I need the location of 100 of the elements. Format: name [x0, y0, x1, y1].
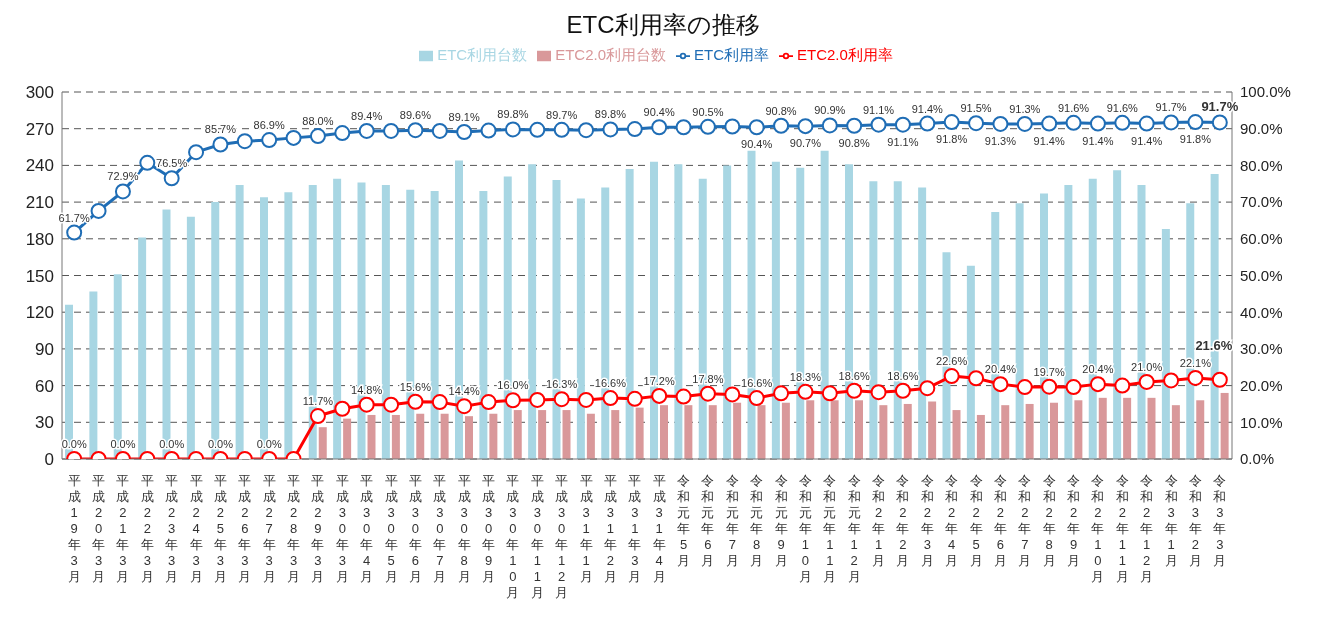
data-label: 89.6% — [399, 109, 432, 122]
bar — [284, 192, 293, 459]
point — [1089, 376, 1106, 393]
bar — [381, 184, 390, 459]
bar — [830, 400, 839, 459]
point — [846, 117, 863, 134]
bar — [1220, 392, 1229, 459]
data-label: 16.0% — [497, 379, 529, 392]
point — [383, 396, 400, 413]
point — [748, 390, 765, 407]
bar — [879, 405, 888, 459]
bar — [757, 405, 766, 459]
point — [1016, 115, 1033, 132]
x-tick-label: 平成30年6月 — [408, 473, 422, 584]
x-tick-label: 平成23年3月 — [165, 473, 179, 584]
point — [553, 121, 570, 138]
point — [651, 119, 668, 136]
data-label: 21.6% — [1195, 337, 1233, 353]
data-label: 91.1% — [862, 103, 895, 116]
data-label: 89.7% — [546, 108, 578, 121]
data-label: 88.0% — [302, 115, 334, 128]
bar — [479, 191, 488, 459]
x-tick-label: 平成31年2月 — [603, 473, 617, 584]
data-label: 91.4% — [1033, 134, 1065, 147]
x-tick-label: 令和2年12月 — [1140, 473, 1154, 584]
y-tick-label: 270 — [25, 119, 54, 139]
bar — [1196, 400, 1205, 459]
data-label: 19.7% — [1033, 365, 1065, 378]
bar — [1025, 403, 1034, 459]
data-label: 91.4% — [1131, 134, 1163, 147]
bar — [820, 150, 829, 459]
point — [1114, 114, 1131, 131]
point — [212, 136, 229, 153]
point — [1041, 115, 1058, 132]
point — [504, 121, 521, 138]
point — [943, 368, 960, 385]
point — [480, 122, 497, 139]
bar — [391, 414, 400, 459]
x-tick-label: 平成29年3月 — [311, 473, 325, 584]
bar — [723, 165, 732, 459]
point — [919, 380, 936, 397]
point — [943, 114, 960, 131]
bar — [733, 402, 742, 459]
point — [578, 122, 595, 139]
data-label: 91.7% — [1201, 99, 1239, 115]
point — [626, 121, 643, 138]
data-label: 21.0% — [1131, 360, 1163, 373]
point — [431, 122, 448, 139]
point — [1163, 114, 1180, 131]
point — [773, 117, 790, 134]
data-label: 90.7% — [789, 137, 822, 150]
y2-tick-label: 0.0% — [1240, 450, 1275, 468]
bar — [918, 187, 927, 459]
x-tick-label: 令和元年12月 — [847, 473, 861, 584]
point — [797, 118, 814, 135]
y2-tick-label: 100.0% — [1240, 83, 1291, 101]
data-label: 90.9% — [814, 104, 846, 117]
data-label: 14.4% — [448, 385, 480, 398]
y-tick-label: 0 — [44, 450, 54, 470]
bar — [1123, 397, 1132, 459]
bar — [89, 291, 98, 459]
point — [456, 124, 473, 140]
data-label: 20.4% — [1082, 363, 1114, 376]
bar — [952, 410, 961, 459]
bar — [333, 178, 342, 459]
data-label: 90.4% — [741, 138, 773, 151]
bar — [538, 410, 547, 459]
bar — [806, 400, 815, 459]
bar — [1064, 184, 1073, 459]
y-tick-label: 300 — [25, 83, 54, 103]
y2-tick-label: 50.0% — [1240, 266, 1283, 284]
x-tick-label: 令和3年3月 — [1213, 473, 1227, 568]
data-label: 91.6% — [1106, 101, 1139, 114]
point — [894, 116, 911, 133]
x-tick-label: 令和元年6月 — [701, 473, 715, 568]
data-label: 91.3% — [1009, 102, 1041, 115]
point — [1065, 379, 1082, 396]
bar — [1161, 229, 1170, 459]
data-label: 15.6% — [399, 380, 432, 393]
bar — [625, 169, 634, 459]
point — [334, 400, 351, 417]
data-label: 61.7% — [58, 211, 90, 224]
bar — [684, 405, 693, 459]
point — [1211, 114, 1228, 131]
bar — [186, 216, 195, 459]
y2-tick-label: 30.0% — [1240, 340, 1283, 358]
bar — [869, 181, 878, 459]
x-tick-label: 令和2年5月 — [969, 473, 983, 568]
bar — [489, 413, 498, 459]
point — [919, 115, 936, 132]
bar — [138, 237, 147, 459]
point — [724, 118, 741, 135]
point — [748, 119, 765, 136]
data-label: 0.0% — [61, 438, 87, 450]
bar — [528, 164, 537, 459]
x-tick-label: 平成20年3月 — [92, 473, 106, 584]
y-tick-label: 60 — [35, 376, 54, 396]
x-tick-label: 平成30年12月 — [555, 473, 569, 600]
point — [602, 390, 619, 407]
y-tick-label: 30 — [35, 413, 54, 433]
